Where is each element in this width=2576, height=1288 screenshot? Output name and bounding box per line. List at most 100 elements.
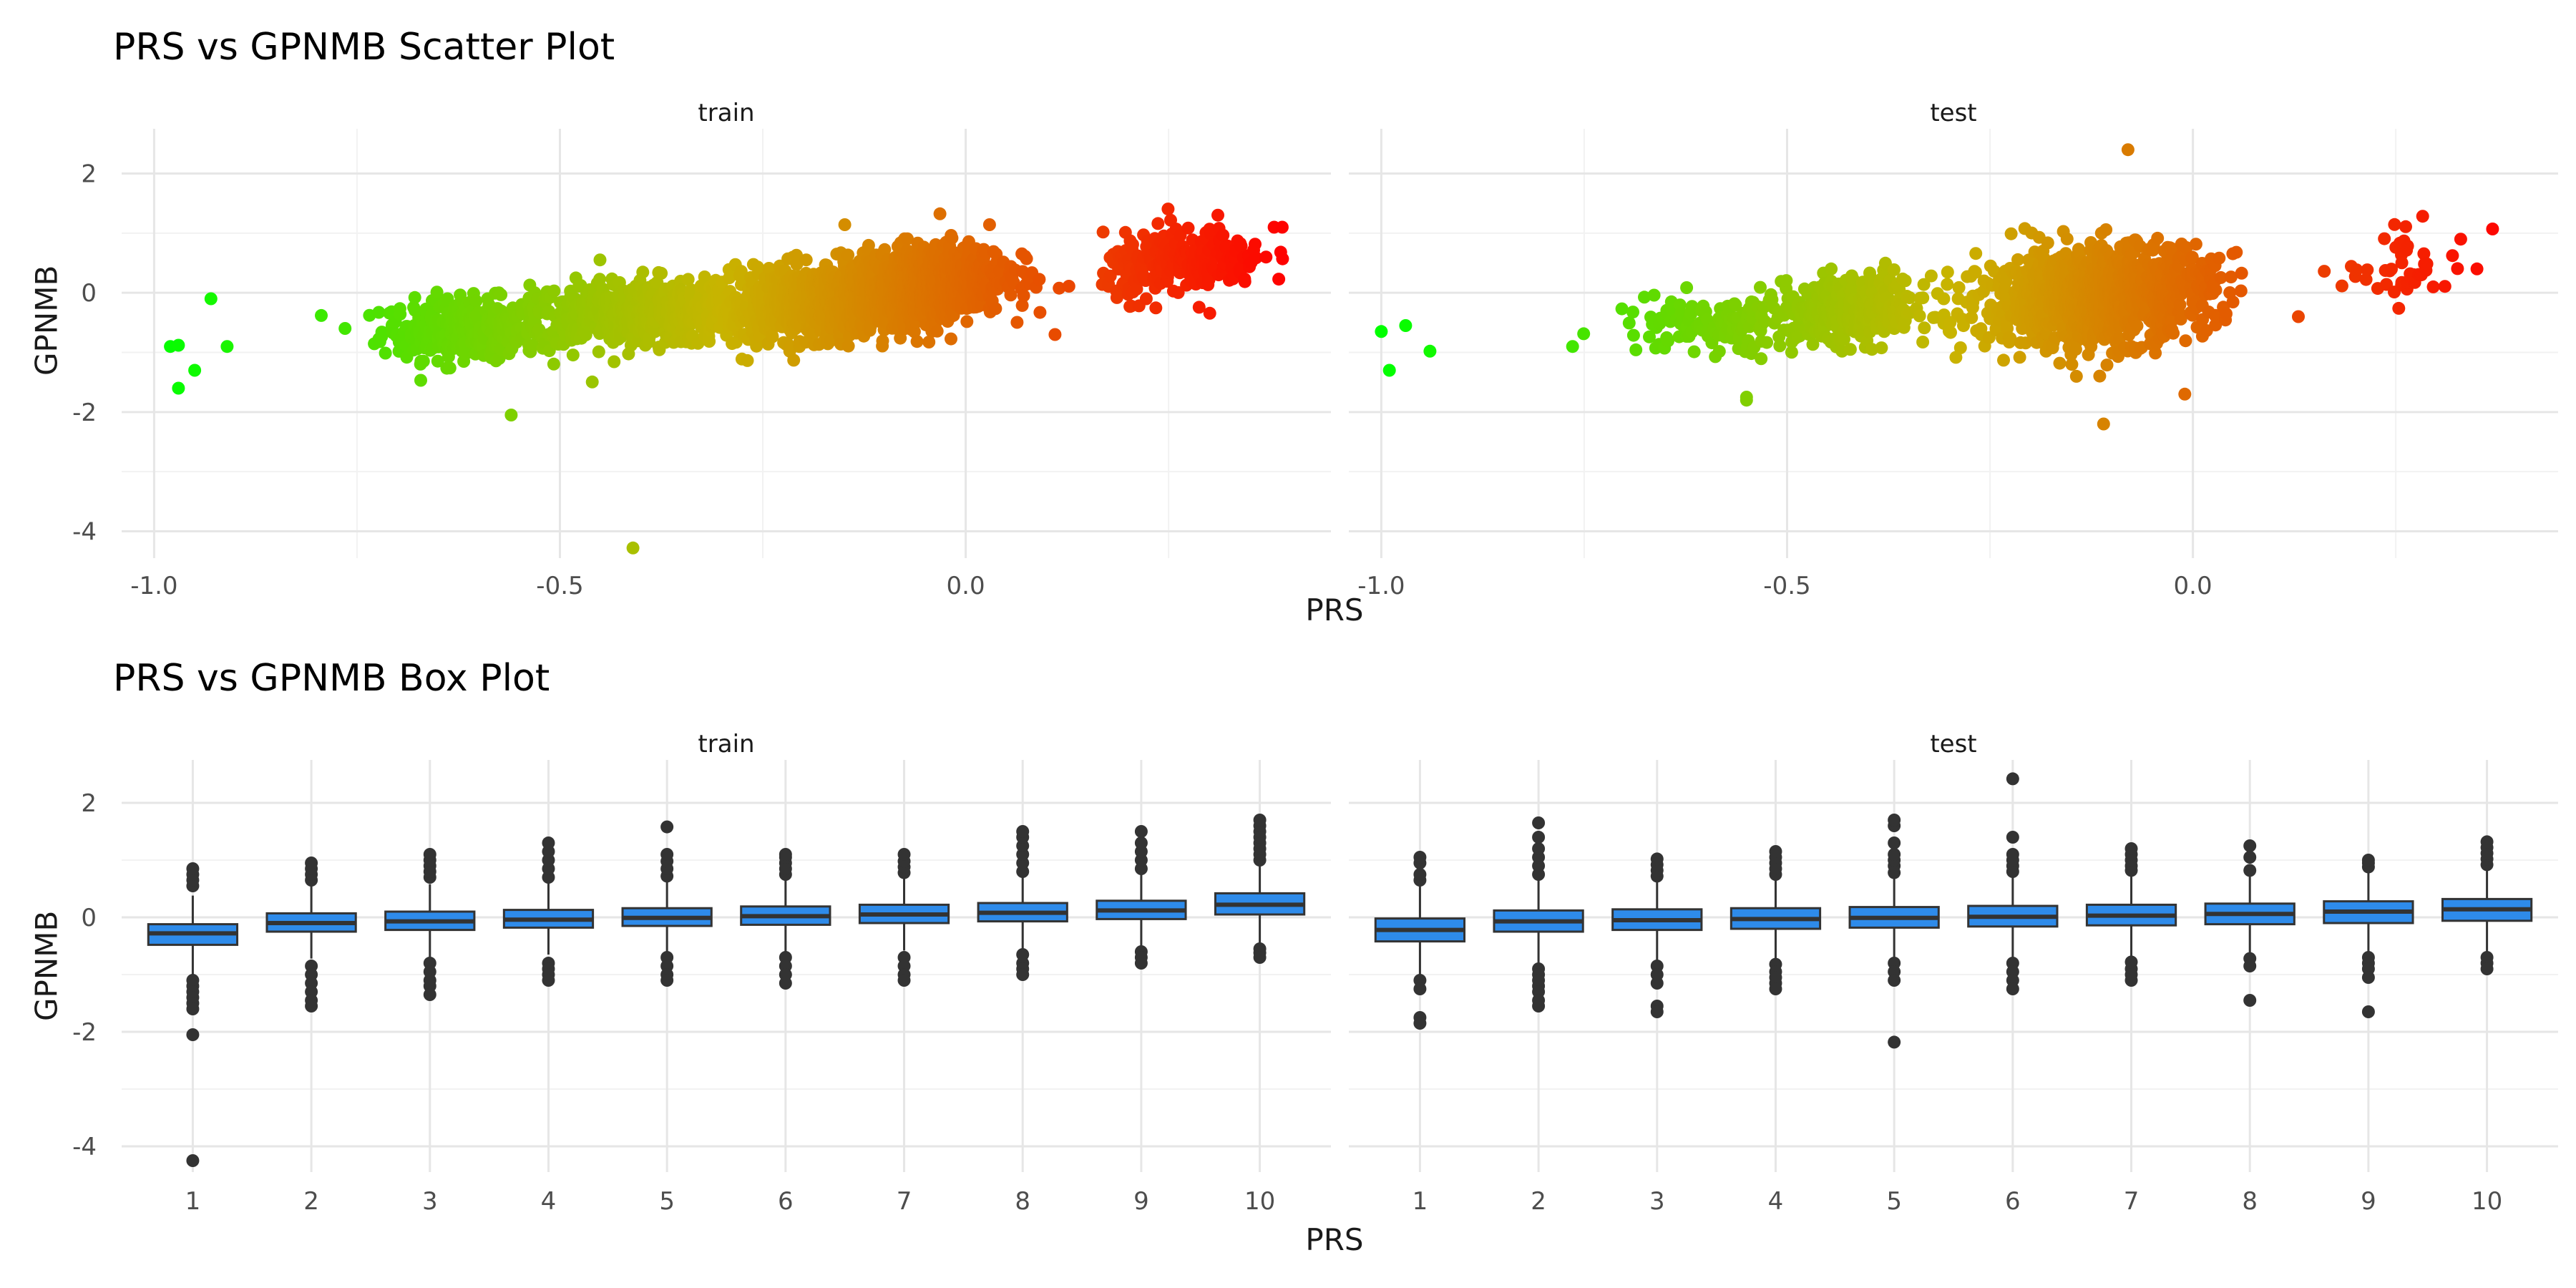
scatter-point: [2097, 417, 2110, 431]
outlier-point: [1253, 814, 1267, 826]
scatter-point: [2401, 239, 2414, 253]
outlier-point: [2124, 842, 2138, 855]
scatter-point: [1275, 220, 1289, 234]
box-train-4: [502, 836, 595, 987]
scatter-point: [862, 238, 875, 252]
facet-label-train: train: [698, 99, 755, 127]
scatter-point: [1276, 252, 1289, 265]
scatter-point: [172, 338, 185, 352]
x-tick-label: 5: [1886, 1187, 1902, 1216]
scatter-point: [1062, 280, 1075, 293]
scatter-point: [655, 266, 668, 280]
box-panel-test: 1 2 3 4 5 6 7 8 9 10: [1349, 760, 2558, 1216]
scatter-point: [901, 232, 914, 245]
x-tick-label: 6: [2005, 1187, 2021, 1216]
outlier-point: [186, 1154, 200, 1167]
scatter-point: [593, 253, 607, 267]
scatter-point: [1626, 306, 1639, 319]
outlier-point: [1016, 968, 1030, 981]
box-test-2: [1493, 816, 1584, 1013]
scatter-point: [1937, 292, 1951, 306]
y-tick-label: -2: [72, 399, 97, 427]
outlier-point: [1888, 836, 1901, 849]
scatter-point: [2454, 233, 2467, 246]
x-tick-label: 8: [1015, 1187, 1030, 1216]
x-tick-label: 2: [303, 1187, 319, 1216]
scatter-point: [2426, 280, 2440, 293]
outlier-point: [2361, 1005, 2375, 1018]
scatter-point: [1740, 391, 1753, 404]
scatter-point: [2392, 301, 2406, 315]
scatter-point: [945, 231, 959, 245]
outlier-point: [2006, 831, 2019, 844]
scatter-point: [1161, 203, 1175, 216]
outlier-point: [897, 848, 911, 861]
scatter-point: [2235, 266, 2248, 280]
box-train-2: [265, 857, 357, 1013]
scatter-point: [2361, 263, 2374, 277]
scatter-point: [1375, 325, 1388, 338]
outlier-point: [1134, 957, 1148, 970]
x-tick-label: 5: [659, 1187, 675, 1216]
y-tick-label: -2: [72, 1018, 97, 1047]
scatter-point: [1687, 345, 1701, 358]
outlier-point: [1532, 831, 1546, 844]
outlier-point: [1650, 1005, 1664, 1018]
outlier-point: [2361, 971, 2375, 984]
scatter-panel-test: -1.0 -0.5 0.0: [1349, 129, 2558, 600]
scatter-point: [2395, 256, 2409, 270]
outlier-point: [779, 848, 792, 861]
scatter-point: [1110, 291, 1123, 304]
outlier-point: [542, 836, 555, 849]
box-train-3: [384, 848, 476, 1001]
x-tick-label: 7: [897, 1187, 912, 1216]
scatter-point: [315, 308, 328, 322]
scatter-point: [1615, 302, 1629, 316]
x-tick-label: 0.0: [2174, 572, 2212, 600]
scatter-point: [2416, 210, 2429, 223]
box-train-10: [1214, 814, 1306, 964]
facet-label-test: test: [1930, 99, 1977, 127]
scatter-point: [494, 288, 508, 301]
scatter-point: [2230, 245, 2243, 259]
scatter-panel-train: -1.0 -0.5 0.020-2-4: [72, 129, 1331, 600]
scatter-point: [585, 375, 599, 389]
outlier-point: [542, 974, 555, 987]
y-tick-label: 2: [81, 160, 97, 189]
scatter-point: [907, 325, 921, 338]
outlier-point: [2480, 962, 2494, 975]
scatter-point: [1918, 321, 1931, 335]
outlier-point: [186, 1028, 200, 1041]
scatter-point: [989, 302, 1002, 316]
scatter-point: [2189, 238, 2202, 251]
scatter-point: [579, 328, 592, 341]
x-tick-label: 3: [1649, 1187, 1665, 1216]
scatter-point: [790, 248, 803, 262]
scatter-point: [1211, 208, 1224, 222]
scatter-x-axis-label: PRS: [1305, 592, 1364, 628]
x-tick-label: -0.5: [1763, 572, 1810, 600]
outlier-point: [1650, 852, 1664, 866]
outlier-point: [660, 974, 674, 987]
scatter-point: [1755, 352, 1768, 366]
scatter-point: [2292, 310, 2305, 323]
scatter-point: [1760, 336, 1774, 349]
scatter-title: PRS vs GPNMB Scatter Plot: [113, 26, 615, 69]
scatter-point: [608, 355, 621, 369]
scatter-point: [1382, 364, 1396, 377]
outlier-point: [2124, 974, 2138, 987]
scatter-point: [547, 284, 561, 298]
box-train-7: [858, 848, 950, 987]
scatter-point: [2212, 251, 2226, 265]
scatter-point: [431, 354, 444, 368]
scatter-point: [1941, 265, 1954, 279]
scatter-point: [2100, 358, 2114, 372]
scatter-point: [2420, 257, 2434, 270]
x-tick-label: 7: [2124, 1187, 2140, 1216]
scatter-point: [2209, 283, 2223, 297]
scatter-point: [526, 338, 540, 352]
scatter-point: [1629, 343, 1643, 356]
scatter-point: [1924, 269, 1938, 283]
